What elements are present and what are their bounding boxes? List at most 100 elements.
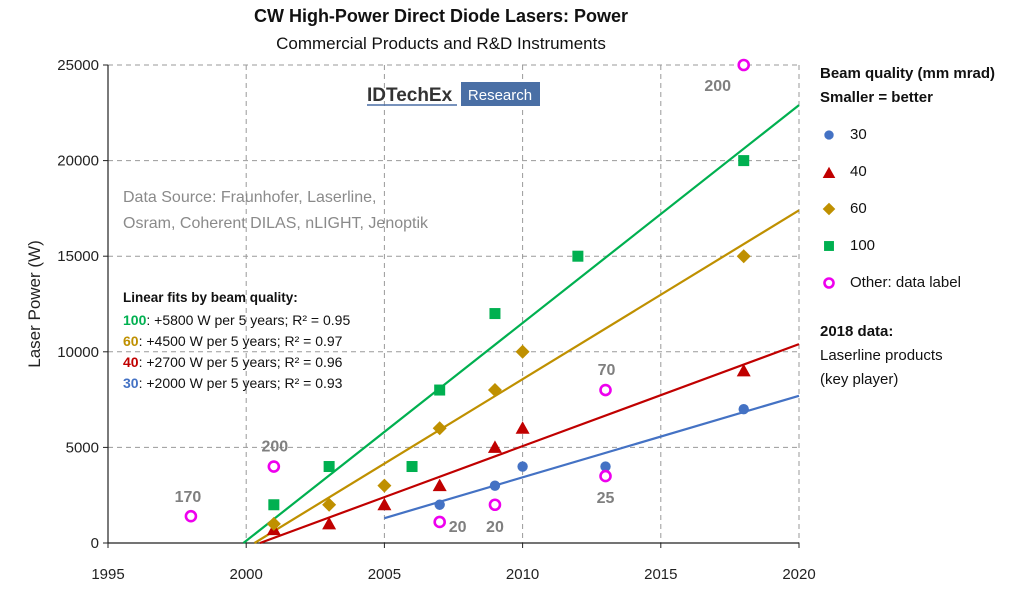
logo-tag: Research <box>468 87 532 104</box>
note-line-2: (key player) <box>820 371 899 388</box>
data-source-line-1: Data Source: Fraunhofer, Laserline, <box>123 189 376 206</box>
point-40-2005-2000 <box>377 497 392 511</box>
fit-line-30-trend <box>384 394 800 520</box>
data-label-200-6: 200 <box>704 78 731 95</box>
fit-text-40: : +2700 W per 5 years; R² = 0.96 <box>139 354 343 370</box>
y-tick-label-20000: 20000 <box>57 153 99 170</box>
point-30-2018-7000 <box>738 403 749 415</box>
point-30-2010-4000 <box>517 461 528 472</box>
chart-subtitle: Commercial Products and R&D Instruments <box>276 34 606 53</box>
legend-marker-diamond-icon <box>822 202 836 215</box>
point-100-2007-8000 <box>434 384 446 396</box>
y-tick-label-15000: 15000 <box>57 248 99 265</box>
data-label-70-4: 70 <box>598 362 616 379</box>
point-40-2010-6000 <box>515 421 530 434</box>
legend-item-60: 60 <box>820 190 1032 227</box>
point-60-2007-6000 <box>432 421 447 436</box>
point-other-data-label-2001-4000 <box>267 460 281 473</box>
data-label-200-1: 200 <box>261 439 288 456</box>
legend-square-shape <box>824 240 834 251</box>
point-40-2007-3000 <box>432 478 447 492</box>
y-axis-title: Laser Power (W) <box>25 240 44 368</box>
legend-item-100: 100 <box>820 227 1032 264</box>
legend-marker-triangle-icon <box>822 166 836 178</box>
point-100-2006-4000 <box>406 461 418 473</box>
legend-heading: Beam quality (mm mrad) <box>820 65 996 82</box>
point-60-2003-2000 <box>322 497 337 512</box>
fit-key-100: 100 <box>123 312 147 328</box>
point-100-2018-20000 <box>738 155 750 167</box>
legend-label: Other: data label <box>850 274 961 291</box>
y-tick-label-0: 0 <box>91 535 99 552</box>
point-60-2005-3000 <box>377 478 392 493</box>
legend-circle-shape <box>824 129 834 140</box>
note-line-1: Laserline products <box>820 347 943 364</box>
point-other-data-label-2013-8000 <box>599 383 612 397</box>
point-60-2009-8000 <box>487 383 502 398</box>
fit-line-60: 60: +4500 W per 5 years; R² = 0.97 <box>123 333 343 349</box>
point-30-2007-2000 <box>434 499 445 510</box>
fit-text-60: : +4500 W per 5 years; R² = 0.97 <box>139 333 343 349</box>
fit-line-40-trend <box>259 343 800 545</box>
legend-ring-shape <box>823 276 835 289</box>
x-tick-label-1995: 1995 <box>91 566 124 583</box>
point-100-2001-2000 <box>268 499 280 511</box>
data-label-20-2: 20 <box>449 519 467 536</box>
point-30-2013-4000 <box>600 461 611 472</box>
legend-marker-circle-icon <box>824 129 834 140</box>
legend-marker-ring-icon <box>823 276 835 289</box>
legend-item-40: 40 <box>820 153 1032 190</box>
data-source-line-2: Osram, Coherent DILAS, nLIGHT, Jenoptik <box>123 215 429 232</box>
legend-triangle-shape <box>822 166 836 178</box>
logo-tag-box <box>461 82 540 106</box>
y-tick-label-5000: 5000 <box>66 439 99 456</box>
fit-line-40: 40: +2700 W per 5 years; R² = 0.96 <box>123 354 343 370</box>
legend-label: 60 <box>850 200 867 217</box>
point-other-data-label-2018-25000 <box>737 58 751 72</box>
logo-brand: IDTechEx <box>367 85 453 106</box>
data-label-20-3: 20 <box>486 519 504 536</box>
x-tick-label-2020: 2020 <box>782 566 815 583</box>
point-40-2018-9000 <box>736 363 751 377</box>
fit-box-heading: Linear fits by beam quality: <box>123 290 298 305</box>
point-100-2003-4000 <box>323 461 335 473</box>
data-label-25-5: 25 <box>597 490 615 507</box>
point-other-data-label-1998-1400 <box>184 509 198 523</box>
x-tick-label-2015: 2015 <box>644 566 677 583</box>
note-2018: 2018 data: Laserline products (key playe… <box>820 320 943 392</box>
point-40-2009-5000 <box>487 440 502 453</box>
legend-diamond-shape <box>822 202 836 215</box>
note-title: 2018 data: <box>820 323 894 340</box>
point-other-data-label-2009-2000 <box>488 498 502 512</box>
point-40-2003-1000 <box>322 516 337 530</box>
point-other-data-label-2007-1100 <box>433 515 446 529</box>
fit-key-40: 40 <box>123 354 139 370</box>
y-tick-label-25000: 25000 <box>57 57 99 74</box>
legend-label: 30 <box>850 126 867 143</box>
point-60-2010-10000 <box>515 344 530 359</box>
x-tick-label-2000: 2000 <box>230 566 263 583</box>
point-60-2001-1000 <box>266 516 281 531</box>
fit-line-60-trend <box>253 209 800 544</box>
point-100-2012-15000 <box>572 250 584 262</box>
fit-line-30: 30: +2000 W per 5 years; R² = 0.93 <box>123 375 343 391</box>
legend-marker-square-icon <box>824 240 834 251</box>
fit-text-30: : +2000 W per 5 years; R² = 0.93 <box>139 375 343 391</box>
fit-text-100: : +5800 W per 5 years; R² = 0.95 <box>146 312 350 328</box>
legend-subheading: Smaller = better <box>820 89 933 106</box>
fit-key-30: 30 <box>123 375 139 391</box>
x-tick-label-2005: 2005 <box>368 566 401 583</box>
point-100-2009-12000 <box>489 308 501 320</box>
legend-item-other-data-label: Other: data label <box>820 264 1032 301</box>
legend: Beam quality (mm mrad) Smaller = better … <box>820 62 1032 301</box>
point-other-data-label-2013-3500 <box>599 469 612 483</box>
fit-line-100: 100: +5800 W per 5 years; R² = 0.95 <box>123 312 350 328</box>
legend-label: 100 <box>850 237 876 254</box>
point-60-2018-15000 <box>736 249 751 264</box>
y-tick-label-10000: 10000 <box>57 344 99 361</box>
legend-label: 40 <box>850 163 867 180</box>
chart-title: CW High-Power Direct Diode Lasers: Power <box>253 6 629 26</box>
legend-item-30: 30 <box>820 116 1032 153</box>
data-label-170-0: 170 <box>175 489 202 506</box>
